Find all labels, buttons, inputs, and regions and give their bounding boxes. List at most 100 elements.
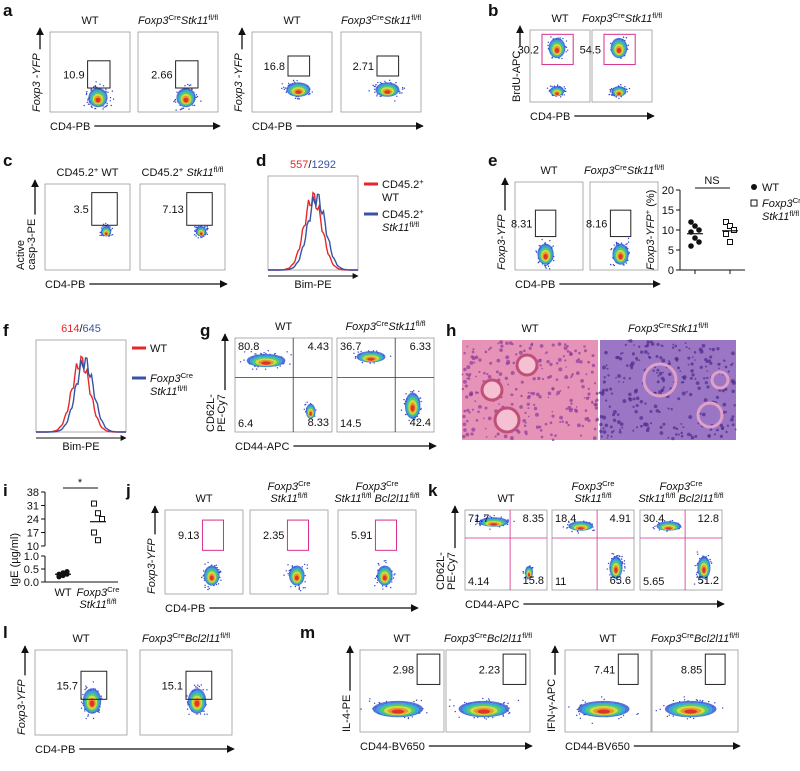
quadrant-value: 65.6 (610, 575, 631, 587)
nucleus (716, 347, 720, 351)
nucleus (551, 410, 554, 413)
nucleus (474, 400, 477, 403)
nucleus (643, 350, 648, 354)
event-dot (479, 524, 481, 527)
gate-value: 15.7 (57, 680, 78, 692)
nucleus (551, 438, 555, 442)
event-dot (627, 237, 630, 240)
nucleus (562, 355, 566, 358)
event-dot (83, 104, 85, 107)
event-dot (374, 577, 377, 580)
event-dot (400, 409, 403, 411)
event-dot (298, 586, 301, 588)
event-dot (175, 109, 177, 111)
event-dot (403, 87, 406, 89)
nucleus (604, 423, 609, 428)
density (616, 47, 622, 54)
nucleus (675, 433, 678, 436)
plot-title-part: Cre (682, 631, 694, 640)
legend-label-part: + (419, 207, 424, 216)
event-dot (417, 420, 419, 423)
event-dot (377, 562, 380, 565)
plot-frame (639, 509, 723, 591)
event-dot (388, 79, 391, 82)
nucleus (581, 384, 585, 389)
event-dot (499, 526, 501, 528)
y-tick-label: 17 (27, 528, 39, 540)
event-dot (190, 84, 192, 86)
quadrant-value: 11 (555, 576, 566, 588)
nucleus (619, 422, 624, 426)
nucleus (724, 365, 728, 369)
nucleus (564, 359, 567, 362)
legend-label: CD45.2+ (382, 177, 424, 191)
event-dot (298, 98, 300, 100)
event-dot (106, 104, 108, 106)
image-title-part: Cre (659, 321, 671, 330)
nucleus (618, 356, 623, 361)
histogram-curve (268, 193, 358, 271)
plot-title-part: Bcl2l11 (371, 493, 409, 505)
image-title: WT (521, 323, 538, 335)
event-dot (507, 519, 509, 521)
nucleus (477, 391, 479, 394)
plot-title-part: Bcl2l11 (694, 633, 729, 645)
event-dot (110, 234, 112, 236)
x-axis-label: CD4-PB (252, 121, 292, 133)
event-dot (303, 408, 306, 410)
event-dot (265, 352, 267, 355)
nucleus (633, 344, 635, 346)
nucleus (678, 349, 681, 352)
plot-title: WT (540, 165, 557, 177)
event-dot (557, 84, 559, 86)
nucleus (541, 377, 545, 381)
significance: * (78, 477, 83, 489)
nucleus (655, 372, 658, 374)
event-dot (613, 264, 616, 267)
legend-label-part: Stk11 (762, 211, 789, 223)
quadrant-value: 12.8 (698, 513, 719, 525)
nucleus (530, 342, 534, 346)
event-dot (187, 83, 189, 86)
y-axis-label: Foxp3-YFP (496, 214, 508, 270)
event-dot (623, 570, 625, 572)
event-dot (354, 356, 357, 358)
legend-label: Foxp3Cre (150, 371, 193, 385)
event-dot (683, 699, 686, 701)
plot-title-part: Foxp3 (582, 13, 613, 25)
event-dot (103, 106, 105, 108)
event-dot (612, 264, 615, 266)
event-dot (186, 702, 189, 704)
nucleus (612, 413, 616, 417)
nucleus (585, 396, 590, 400)
nucleus (723, 359, 726, 362)
nucleus (555, 393, 558, 396)
nucleus (723, 387, 728, 391)
event-dot (243, 351, 246, 353)
event-dot (625, 262, 628, 264)
event-dot (413, 418, 416, 421)
nucleus (661, 345, 664, 347)
event-dot (193, 684, 196, 686)
y-axis-label-part: BrdU-APC (511, 51, 523, 102)
nucleus (632, 397, 636, 401)
event-dot (195, 96, 198, 99)
event-dot (620, 558, 623, 560)
nucleus (694, 377, 697, 380)
y-axis-label-part: IL-4-PE (341, 695, 353, 732)
nucleus (649, 409, 653, 413)
gate-value: 2.98 (393, 664, 414, 676)
nucleus (653, 404, 658, 409)
legend-marker (751, 184, 757, 190)
panel-label: m (300, 623, 315, 642)
event-dot (487, 516, 489, 518)
plot-title-part: Cre (173, 631, 185, 640)
event-dot (181, 107, 183, 109)
event-dot (393, 574, 395, 576)
plot-title: WT (551, 13, 568, 25)
event-dot (111, 234, 114, 236)
nucleus (634, 409, 638, 414)
nucleus (707, 359, 712, 363)
plot-title-part: fl/fl (411, 13, 421, 22)
density (617, 92, 621, 95)
